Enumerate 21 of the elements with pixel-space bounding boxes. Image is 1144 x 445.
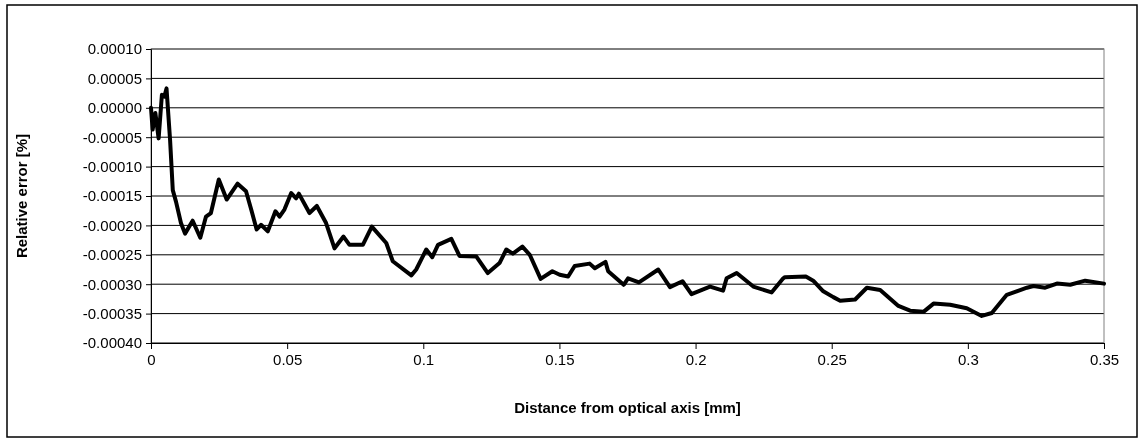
y-axis-title: Relative error [%] <box>13 133 30 259</box>
y-tick-label: -0.00025 <box>82 246 142 264</box>
y-tick-label: 0.00005 <box>87 69 142 87</box>
y-tick-label: -0.00015 <box>82 187 142 205</box>
x-tick-label: 0.1 <box>413 350 435 368</box>
y-tick-label: 0.00000 <box>87 99 142 117</box>
y-tick-label: -0.00030 <box>82 275 142 293</box>
y-tick-label: -0.00035 <box>82 304 142 322</box>
x-tick-label: 0.25 <box>817 350 847 368</box>
x-tick-label: 0.2 <box>685 350 707 368</box>
x-tick-label: 0.35 <box>1089 350 1120 368</box>
x-tick-label: 0.3 <box>957 350 979 368</box>
x-tick-label: 0.05 <box>273 350 303 368</box>
x-tick-label: 0.15 <box>545 350 575 368</box>
y-tick-label: -0.00010 <box>82 157 142 175</box>
x-tick-label: 0 <box>147 350 156 368</box>
y-tick-label: -0.00040 <box>82 334 142 352</box>
y-tick-label: -0.00020 <box>82 216 142 234</box>
y-tick-label: -0.00005 <box>82 128 142 146</box>
y-tick-label: 0.00010 <box>87 40 142 58</box>
x-axis-title: Distance from optical axis [mm] <box>514 399 741 416</box>
